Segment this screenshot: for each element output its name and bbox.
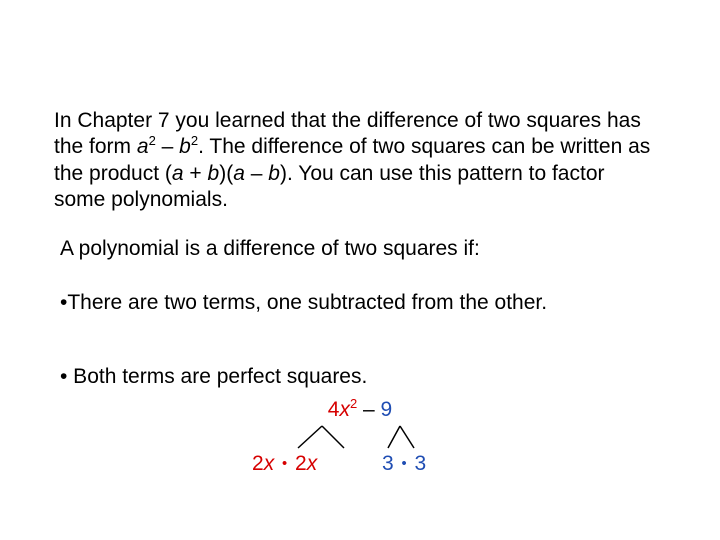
factor-3-3: 3 • 3 xyxy=(382,452,426,476)
x-a: x xyxy=(264,452,275,475)
var-b2: b xyxy=(208,162,220,185)
coef-4: 4 xyxy=(328,398,340,421)
two-a: 2 xyxy=(252,452,264,475)
exp-2-a: 2 xyxy=(149,133,156,148)
const-9: 9 xyxy=(381,398,393,421)
intro-paragraph: In Chapter 7 you learned that the differ… xyxy=(54,108,654,213)
three-b: 3 xyxy=(415,452,427,475)
bullet-perfect-squares: • Both terms are perfect squares. xyxy=(60,364,640,390)
three-a: 3 xyxy=(382,452,394,475)
p1-text-c: )( xyxy=(219,162,233,185)
x-b: x xyxy=(307,452,318,475)
dot-right: • xyxy=(400,456,409,472)
slide-page: In Chapter 7 you learned that the differ… xyxy=(0,0,720,540)
minus: – xyxy=(245,162,268,185)
definition-line: A polynomial is a difference of two squa… xyxy=(60,236,660,262)
dot-left: • xyxy=(280,456,289,472)
var-b3: b xyxy=(268,162,280,185)
factor-2x-2x: 2x • 2x xyxy=(252,452,317,476)
var-x: x xyxy=(339,398,350,421)
p1-mid: – xyxy=(156,135,179,158)
plus: + xyxy=(184,162,208,185)
bullet-two-terms: •There are two terms, one subtracted fro… xyxy=(60,290,640,316)
var-a3: a xyxy=(233,162,245,185)
expr-minus: – xyxy=(357,398,380,421)
var-b: b xyxy=(179,135,191,158)
factor-branches xyxy=(0,0,720,540)
var-a2: a xyxy=(172,162,184,185)
example-expression: 4x2 – 9 xyxy=(0,398,720,422)
var-a: a xyxy=(137,135,149,158)
two-b: 2 xyxy=(295,452,307,475)
